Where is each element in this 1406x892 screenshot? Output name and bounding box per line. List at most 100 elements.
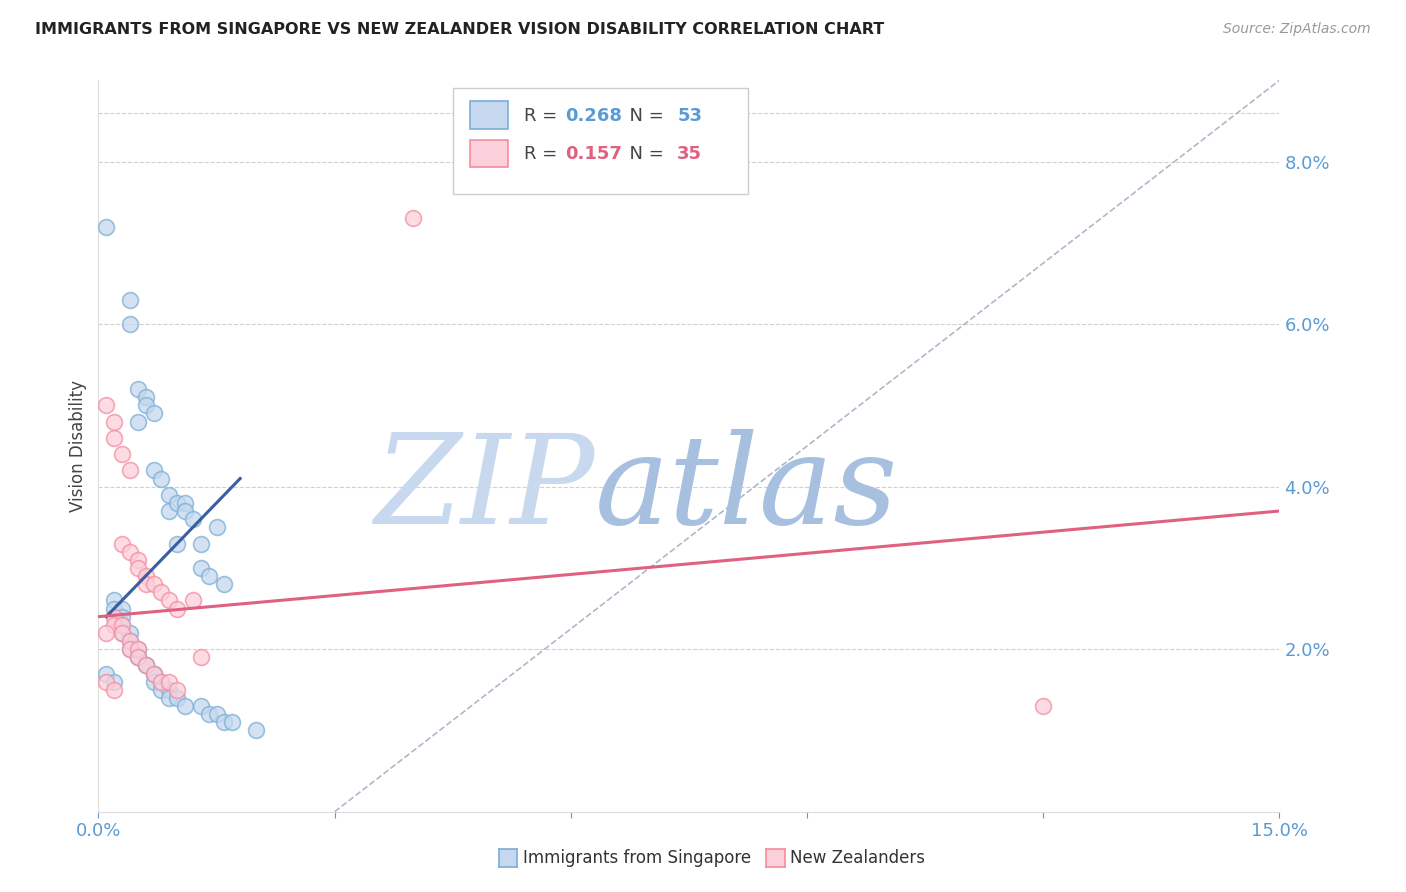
Point [127, 561, 149, 575]
Point [142, 666, 165, 681]
Text: N =: N = [619, 145, 669, 163]
Text: 53: 53 [678, 107, 702, 125]
Text: New Zealanders: New Zealanders [790, 849, 925, 867]
Point [166, 682, 188, 697]
Point [157, 690, 180, 705]
Point [118, 642, 141, 657]
Y-axis label: Vision Disability: Vision Disability [69, 380, 87, 512]
Point [135, 658, 157, 673]
Point [111, 617, 134, 632]
Point [111, 609, 134, 624]
Point [150, 674, 173, 689]
Point [103, 431, 125, 445]
Point [135, 390, 157, 404]
Point [402, 211, 425, 226]
Text: R =: R = [523, 145, 562, 163]
Point [157, 504, 180, 518]
Point [150, 682, 173, 697]
Text: Immigrants from Singapore: Immigrants from Singapore [523, 849, 751, 867]
Point [111, 447, 134, 461]
Point [142, 674, 165, 689]
Point [221, 715, 243, 730]
Point [103, 617, 125, 632]
Point [103, 415, 125, 429]
Point [111, 617, 134, 632]
Point [174, 496, 197, 510]
Point [142, 666, 165, 681]
Point [135, 398, 157, 412]
Point [197, 707, 219, 722]
Point [190, 699, 212, 714]
Text: ZIP: ZIP [374, 429, 595, 550]
Point [157, 593, 180, 607]
Point [157, 488, 180, 502]
Point [127, 553, 149, 567]
Point [118, 293, 141, 307]
Point [150, 585, 173, 599]
Point [166, 690, 188, 705]
Text: N =: N = [619, 107, 669, 125]
Point [181, 593, 204, 607]
Text: IMMIGRANTS FROM SINGAPORE VS NEW ZEALANDER VISION DISABILITY CORRELATION CHART: IMMIGRANTS FROM SINGAPORE VS NEW ZEALAND… [35, 22, 884, 37]
Point [127, 642, 149, 657]
Point [96, 626, 118, 640]
FancyBboxPatch shape [471, 139, 508, 168]
Point [127, 415, 149, 429]
Point [96, 666, 118, 681]
Point [127, 650, 149, 665]
Text: Source: ZipAtlas.com: Source: ZipAtlas.com [1223, 22, 1371, 37]
Point [1032, 699, 1054, 714]
Point [118, 634, 141, 648]
Point [214, 577, 236, 591]
Point [127, 642, 149, 657]
Point [118, 544, 141, 558]
Point [150, 471, 173, 485]
Point [127, 382, 149, 396]
Text: atlas: atlas [595, 429, 898, 550]
Point [96, 398, 118, 412]
Point [118, 463, 141, 477]
Point [190, 536, 212, 550]
Point [103, 609, 125, 624]
Text: 0.268: 0.268 [565, 107, 621, 125]
Point [214, 715, 236, 730]
Point [103, 674, 125, 689]
Point [103, 593, 125, 607]
Point [166, 601, 188, 615]
Point [135, 658, 157, 673]
Point [135, 577, 157, 591]
Point [127, 650, 149, 665]
Point [118, 634, 141, 648]
Point [111, 626, 134, 640]
Point [111, 536, 134, 550]
Point [135, 658, 157, 673]
Point [150, 674, 173, 689]
Point [127, 650, 149, 665]
Point [96, 219, 118, 234]
Point [205, 520, 228, 534]
Point [190, 650, 212, 665]
Point [142, 463, 165, 477]
Point [190, 561, 212, 575]
Point [166, 536, 188, 550]
Point [181, 512, 204, 526]
Text: 0.157: 0.157 [565, 145, 621, 163]
Point [118, 642, 141, 657]
Point [174, 699, 197, 714]
Point [135, 569, 157, 583]
Point [166, 496, 188, 510]
Point [245, 723, 267, 738]
Point [103, 682, 125, 697]
Point [205, 707, 228, 722]
Point [157, 682, 180, 697]
Point [142, 577, 165, 591]
Point [111, 626, 134, 640]
Point [96, 674, 118, 689]
Point [157, 674, 180, 689]
Point [197, 569, 219, 583]
Point [142, 666, 165, 681]
Point [103, 601, 125, 615]
FancyBboxPatch shape [453, 87, 748, 194]
Point [118, 317, 141, 331]
Point [118, 626, 141, 640]
